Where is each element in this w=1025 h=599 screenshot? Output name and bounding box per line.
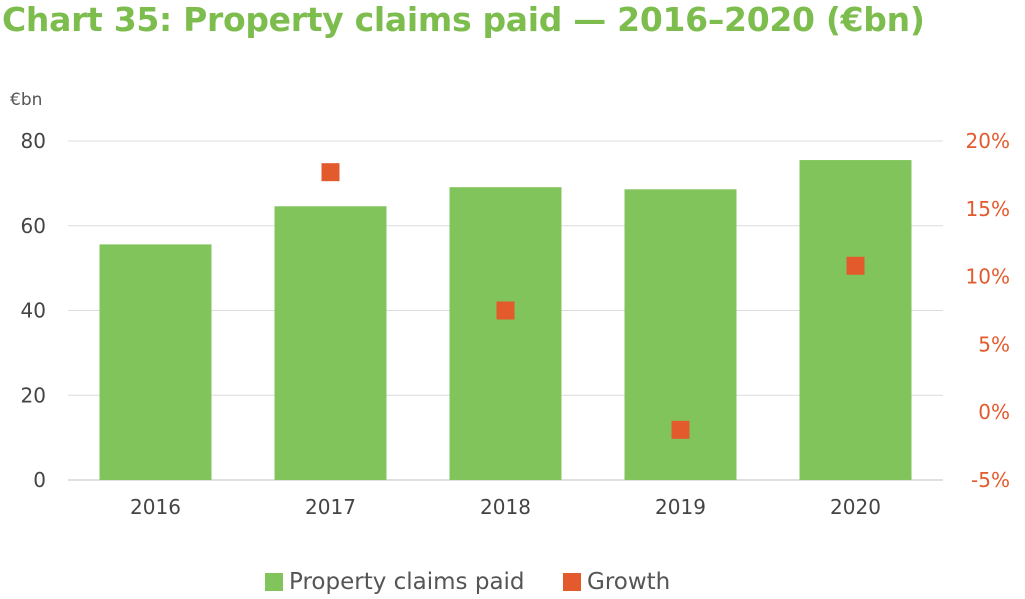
bar-2020: [799, 160, 912, 480]
x-tick-label: 2017: [305, 495, 356, 519]
growth-marker-2020: [846, 256, 865, 275]
growth-marker-2018: [496, 301, 515, 320]
legend-swatch-growth: [563, 573, 581, 591]
x-tick-label: 2019: [655, 495, 706, 519]
legend-label-growth: Growth: [587, 569, 671, 595]
legend: Property claims paid Growth: [0, 567, 1025, 597]
bar-2016: [99, 244, 212, 480]
left-tick-label: 40: [21, 299, 46, 323]
bar-2018: [449, 187, 562, 480]
legend-label-bars: Property claims paid: [289, 569, 525, 595]
left-axis-unit-label: €bn: [10, 90, 42, 110]
left-tick-label: 20: [21, 383, 46, 407]
growth-series: [321, 163, 865, 439]
bar-series: [99, 160, 912, 480]
right-tick-label: 20%: [966, 129, 1010, 153]
legend-item-bars: Property claims paid: [265, 567, 525, 597]
right-tick-label: 15%: [966, 197, 1010, 221]
legend-item-growth: Growth: [563, 567, 670, 597]
right-axis: -5% 0% 5% 10% 15% 20%: [966, 129, 1010, 492]
right-tick-label: -5%: [971, 468, 1010, 492]
left-axis: 0 20 40 60 80: [21, 129, 46, 492]
x-tick-label: 2020: [830, 495, 881, 519]
left-tick-label: 60: [21, 214, 46, 238]
bar-2017: [274, 206, 387, 480]
left-tick-label: 80: [21, 129, 46, 153]
left-tick-label: 0: [33, 468, 46, 492]
x-axis: 2016 2017 2018 2019 2020: [130, 495, 881, 519]
growth-marker-2017: [321, 163, 340, 182]
x-tick-label: 2018: [480, 495, 531, 519]
chart-title: Chart 35: Property claims paid — 2016–20…: [2, 0, 925, 39]
growth-marker-2019: [671, 420, 690, 439]
x-tick-label: 2016: [130, 495, 181, 519]
right-tick-label: 5%: [978, 332, 1010, 356]
legend-swatch-bars: [265, 573, 283, 591]
right-tick-label: 0%: [978, 400, 1010, 424]
right-tick-label: 10%: [966, 265, 1010, 289]
